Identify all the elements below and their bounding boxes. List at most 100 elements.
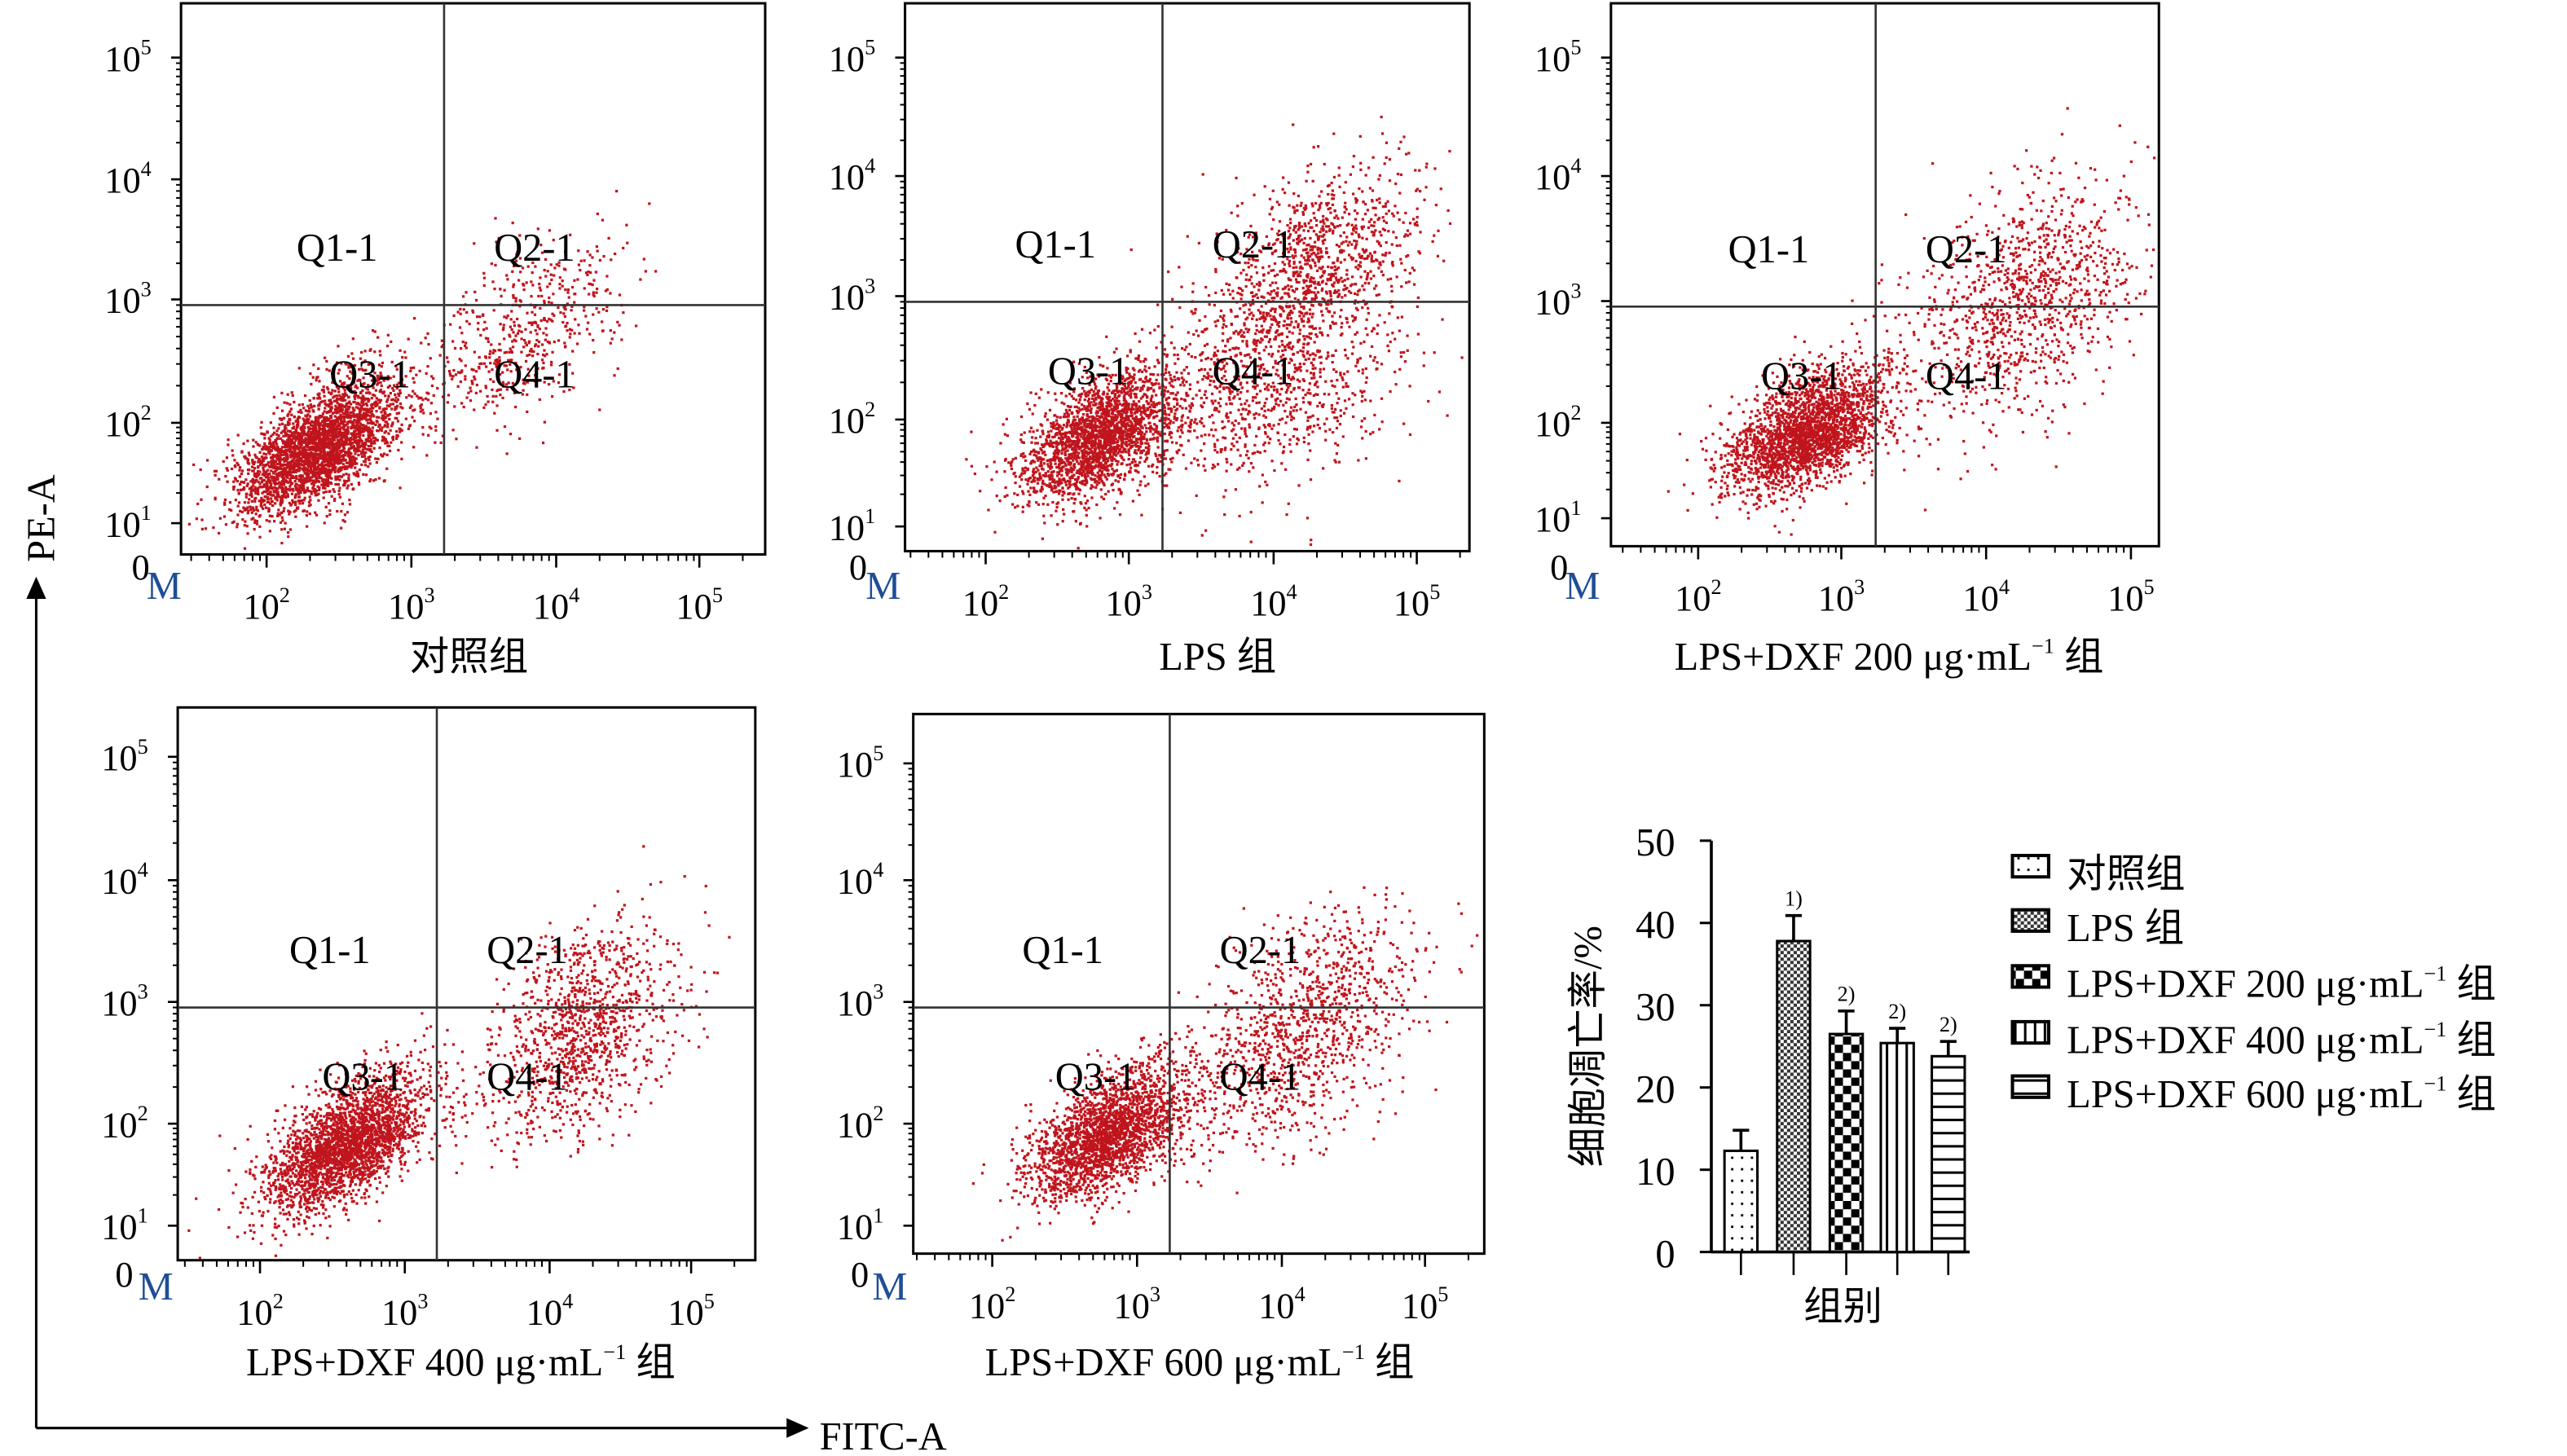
event-dot xyxy=(420,396,423,400)
event-dot xyxy=(1134,404,1138,408)
event-dot xyxy=(537,345,540,348)
event-dot xyxy=(266,431,269,434)
event-dot xyxy=(1035,466,1038,469)
event-dot xyxy=(263,474,266,477)
event-dot xyxy=(336,450,339,453)
event-dot xyxy=(545,319,549,323)
event-dot xyxy=(292,464,296,467)
event-dot xyxy=(282,450,285,453)
event-dot xyxy=(323,416,326,419)
event-dot xyxy=(341,502,345,505)
event-dot xyxy=(574,318,577,321)
event-dot xyxy=(542,361,545,365)
event-dot xyxy=(310,479,313,482)
event-dot xyxy=(289,407,293,411)
event-dot xyxy=(1126,416,1130,420)
event-dot xyxy=(1023,431,1026,434)
event-dot xyxy=(1029,426,1033,429)
event-dot xyxy=(323,419,327,422)
event-dot xyxy=(330,426,333,429)
event-dot xyxy=(514,339,517,343)
event-dot xyxy=(196,502,200,506)
event-dot xyxy=(1048,476,1051,479)
event-dot xyxy=(299,445,302,448)
event-dot xyxy=(601,320,604,323)
event-dot xyxy=(482,362,487,365)
event-dot xyxy=(297,438,302,442)
event-dot xyxy=(325,472,328,475)
event-dot xyxy=(362,433,365,438)
event-dot xyxy=(276,466,280,469)
event-dot xyxy=(236,480,240,483)
event-dot xyxy=(315,442,319,446)
event-dot xyxy=(362,403,365,407)
event-dot xyxy=(286,481,289,484)
event-dot xyxy=(503,288,506,292)
event-dot xyxy=(509,318,513,321)
event-dot xyxy=(364,457,368,461)
event-dot xyxy=(1156,446,1160,449)
event-dot xyxy=(376,379,379,382)
event-dot xyxy=(280,511,284,514)
event-dot xyxy=(1127,424,1131,427)
event-dot xyxy=(405,396,408,399)
event-dot xyxy=(589,283,592,286)
event-dot xyxy=(498,359,501,363)
event-dot xyxy=(322,390,326,394)
event-dot xyxy=(1063,512,1066,516)
event-dot xyxy=(484,385,487,388)
event-dot xyxy=(528,353,531,357)
event-dot xyxy=(386,378,390,381)
event-dot xyxy=(332,438,336,442)
event-dot xyxy=(385,453,389,456)
event-dot xyxy=(1117,412,1121,416)
event-dot xyxy=(302,429,306,433)
event-dot xyxy=(1112,488,1115,492)
event-dot xyxy=(306,439,310,442)
y-tick-label-exp: 2 xyxy=(141,401,152,424)
event-dot xyxy=(288,489,292,492)
event-dot xyxy=(316,446,319,450)
event-dot xyxy=(328,441,331,444)
event-dot xyxy=(510,350,514,354)
event-dot xyxy=(504,350,508,354)
event-dot xyxy=(516,250,519,254)
event-dot xyxy=(526,379,529,383)
event-dot xyxy=(318,474,321,477)
event-dot xyxy=(258,525,262,528)
event-dot xyxy=(323,425,326,429)
event-dot xyxy=(595,287,599,291)
event-dot xyxy=(252,489,255,492)
event-dot xyxy=(425,391,429,394)
event-dot xyxy=(1068,446,1071,449)
event-dot xyxy=(289,468,293,471)
event-dot xyxy=(280,439,284,442)
event-dot xyxy=(284,434,287,438)
event-dot xyxy=(497,388,500,391)
event-dot xyxy=(1141,380,1144,383)
event-dot xyxy=(359,357,363,360)
event-dot xyxy=(302,432,305,435)
event-dot xyxy=(388,385,391,388)
event-dot xyxy=(1180,398,1183,401)
event-dot xyxy=(359,433,362,437)
event-dot xyxy=(290,476,293,479)
event-dot xyxy=(319,443,322,446)
event-dot xyxy=(1094,385,1098,389)
event-dot xyxy=(514,405,517,409)
event-dot xyxy=(1100,446,1103,449)
event-dot xyxy=(368,458,371,461)
event-dot xyxy=(363,460,366,464)
event-dot xyxy=(1092,380,1096,384)
event-dot xyxy=(1092,403,1095,407)
event-dot xyxy=(289,482,293,486)
event-dot xyxy=(1164,457,1168,460)
event-dot xyxy=(379,389,383,392)
event-dot xyxy=(358,429,362,433)
event-dot xyxy=(495,240,498,244)
event-dot xyxy=(397,392,400,396)
event-dot xyxy=(271,453,275,457)
event-dot xyxy=(566,321,569,325)
event-dot xyxy=(282,483,286,486)
event-dot xyxy=(331,446,334,449)
